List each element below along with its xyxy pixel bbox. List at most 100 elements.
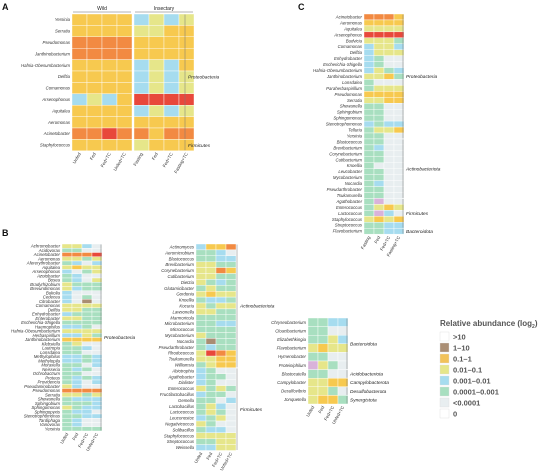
row-label: Blastocatella <box>282 371 307 376</box>
heatmap-cell <box>205 320 217 327</box>
heatmap-cell <box>393 204 405 211</box>
heatmap-b-right: ActinomycesAeromicrobiumBlastococcusBrev… <box>159 243 275 471</box>
legend-label: 0.0001–0.001 <box>453 388 499 397</box>
heatmap-cell <box>91 273 103 279</box>
heatmap-cell <box>195 249 207 256</box>
heatmap-cell <box>195 397 207 404</box>
phylum-label: Bacteroidota <box>406 229 433 235</box>
heatmap-cell <box>61 354 73 359</box>
heatmap-cell <box>91 243 103 249</box>
heatmap-cell <box>363 73 375 80</box>
row-label: Cedecea <box>43 295 61 300</box>
column-label: Fasting <box>132 151 144 166</box>
heatmap-cell <box>205 338 217 345</box>
heatmap-cell <box>225 344 237 351</box>
heatmap-cell <box>86 93 103 106</box>
row-label: Serratia <box>45 392 61 397</box>
heatmap-cell <box>225 409 237 416</box>
row-label: Enterococcus <box>336 205 363 210</box>
row-label: Sphingobium <box>35 401 61 406</box>
heatmap-cell <box>133 25 150 37</box>
heatmap-cell <box>163 93 180 106</box>
heatmap-cell <box>163 25 180 37</box>
heatmap-cell <box>91 384 103 389</box>
heatmap-cell <box>383 126 395 134</box>
heatmap-cell <box>383 162 395 169</box>
heatmap-cell <box>71 401 83 406</box>
heatmap-cell <box>363 79 375 86</box>
legend-title: Relative abundance (log2) <box>440 319 538 330</box>
heatmap-cell <box>225 255 237 262</box>
heatmap-cell <box>91 333 103 338</box>
row-label: Pseudarthrobacter <box>159 345 195 350</box>
heatmap-cell <box>215 273 227 280</box>
heatmap-cell <box>205 426 217 433</box>
heatmap-cell <box>71 337 83 342</box>
heatmap-cell <box>91 303 103 308</box>
heatmap-cell <box>383 227 395 235</box>
heatmap-cell <box>373 204 385 211</box>
row-label: Sphingomonas <box>333 116 363 121</box>
heatmap-cell <box>81 350 93 355</box>
heatmap-cell <box>215 279 227 286</box>
heatmap-cell <box>178 13 195 26</box>
heatmap-cell <box>205 432 217 439</box>
heatmap-cell <box>215 403 227 410</box>
heatmap-cell <box>71 324 83 330</box>
heatmap-cell <box>225 432 237 439</box>
heatmap-cell <box>327 343 339 353</box>
heatmap-cell <box>363 120 375 128</box>
heatmap-cell <box>373 103 385 110</box>
row-label: Arsenophonus <box>333 32 363 37</box>
heatmap-cell <box>61 345 73 351</box>
row-label: Streptococcus <box>335 223 363 228</box>
heatmap-cell <box>81 294 93 300</box>
heatmap-cell <box>317 395 329 405</box>
heatmap-cell <box>81 358 93 364</box>
heatmap-cell <box>225 308 237 315</box>
heatmap-cell <box>307 378 319 388</box>
heatmap-cell <box>81 384 93 389</box>
heatmap-cell <box>81 405 93 410</box>
panel-label-b: B <box>2 228 9 238</box>
heatmap-cell <box>307 369 319 379</box>
heatmap-cell <box>81 367 93 372</box>
heatmap-cell <box>373 73 385 80</box>
heatmap-cell <box>393 67 405 74</box>
heatmap-cell <box>215 355 227 363</box>
row-label: Pseudomonas <box>33 388 61 393</box>
heatmap-cell <box>71 265 83 270</box>
heatmap-cell <box>91 354 103 359</box>
heatmap-cell <box>71 341 83 347</box>
heatmap-cell <box>71 311 83 317</box>
phylum-label: Actinobacteriota <box>405 166 441 172</box>
column-label: Fed <box>317 405 325 415</box>
heatmap-cell <box>81 392 93 398</box>
heatmap-cell <box>116 116 133 129</box>
heatmap-cell <box>116 36 133 49</box>
heatmap-cell <box>383 174 395 181</box>
heatmap-cell <box>148 36 165 49</box>
heatmap-cell <box>393 25 405 33</box>
heatmap-cell <box>81 282 93 287</box>
heatmap-cell <box>71 384 83 389</box>
heatmap-cell <box>205 261 217 268</box>
row-label: Achromobacter <box>30 244 61 249</box>
heatmap-cell <box>91 290 103 296</box>
row-label: Yersinia <box>347 133 363 138</box>
heatmap-cell <box>148 48 165 60</box>
row-label: Arsenophonus <box>31 269 61 274</box>
heatmap-cell <box>373 19 385 27</box>
heatmap-cell <box>327 378 339 388</box>
heatmap-cell <box>91 307 103 313</box>
heatmap-cell <box>195 338 207 345</box>
heatmap-cell <box>61 273 73 279</box>
heatmap-cell <box>81 243 93 249</box>
heatmap-cell <box>71 299 83 304</box>
row-label: Shewanella <box>38 397 61 402</box>
heatmap-cell <box>393 210 405 217</box>
heatmap-cell <box>373 37 385 44</box>
heatmap-cell <box>383 204 395 211</box>
heatmap-cell <box>393 61 405 68</box>
heatmap-cell <box>383 37 395 44</box>
